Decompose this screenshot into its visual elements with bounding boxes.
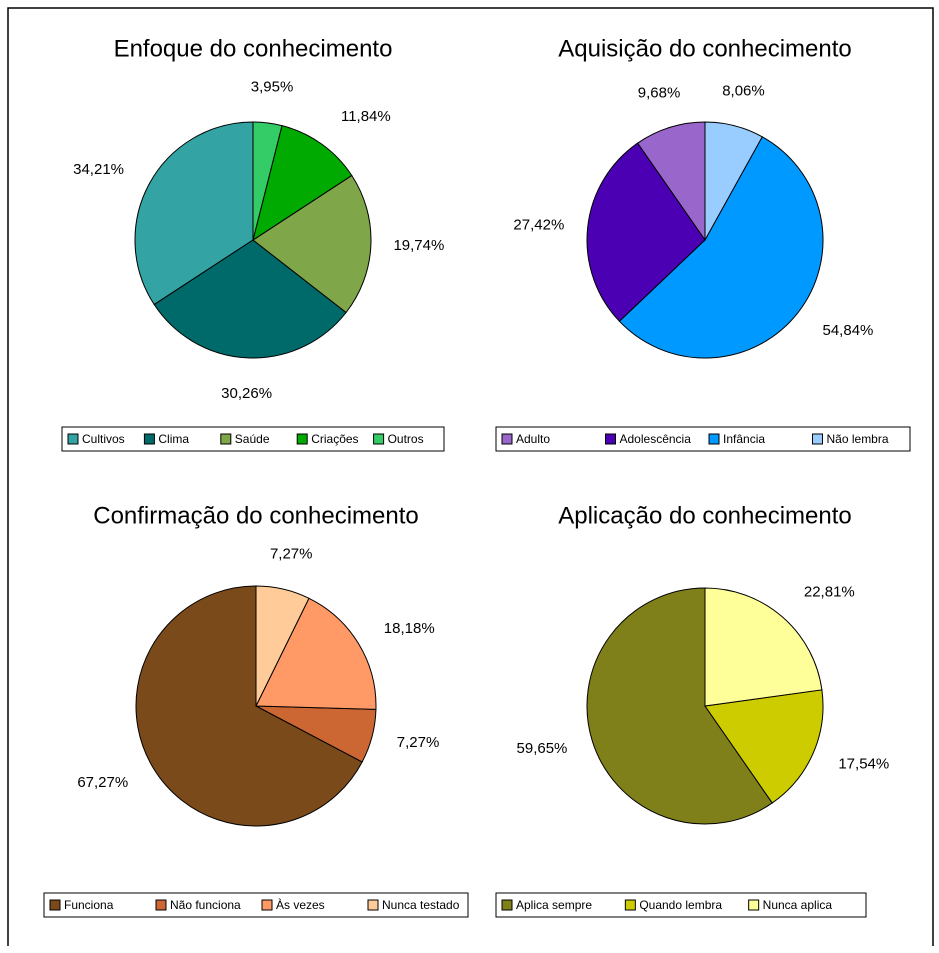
legend-label: Infância [723, 432, 765, 446]
legend-label: Quando lembra [639, 898, 722, 912]
chart-title: Aquisição do conhecimento [558, 35, 852, 62]
pie-slice [255, 585, 310, 707]
value-label: 8,06% [722, 82, 765, 99]
legend-swatch [624, 899, 636, 911]
legend-label: Clima [158, 432, 189, 446]
legend-swatch [501, 899, 513, 911]
value-label: 19,74% [393, 237, 444, 254]
chart-title: Enfoque do conhecimento [114, 35, 393, 62]
legend-swatch [708, 433, 720, 445]
legend-label: Nunca testado [382, 898, 460, 912]
legend-label: Cultivos [82, 432, 125, 446]
legend-label: Adolescência [620, 432, 692, 446]
legend-label: Criações [311, 432, 358, 446]
legend-label: Saúde [235, 432, 270, 446]
value-label: 67,27% [77, 774, 128, 791]
pie-slice [704, 587, 823, 707]
legend-swatch [261, 899, 273, 911]
pie-slice [252, 174, 372, 314]
legend-label: Às vezes [276, 897, 325, 912]
legend-box [43, 892, 469, 918]
legend-swatch [67, 433, 79, 445]
chart-title: Aplicação do conhecimento [558, 502, 852, 529]
pie-slice [252, 121, 283, 241]
legend-label: Não lembra [827, 432, 889, 446]
legend-swatch [812, 433, 823, 445]
value-label: 54,84% [823, 322, 874, 339]
chart-title: Confirmação do conhecimento [93, 502, 419, 529]
pie-slice [135, 585, 363, 827]
value-label: 34,21% [73, 161, 124, 178]
pie-slice [618, 136, 824, 359]
pie-slice [586, 587, 773, 825]
legend-label: Adulto [516, 432, 550, 446]
frame [7, 7, 934, 946]
pie-slice [153, 239, 347, 359]
value-label: 9,68% [638, 85, 681, 102]
value-label: 17,54% [838, 755, 889, 772]
legend-label: Nunca aplica [763, 898, 833, 912]
legend-label: Não funciona [170, 898, 241, 912]
legend-swatch [373, 433, 385, 445]
legend-swatch [155, 899, 167, 911]
pie-slice [252, 125, 353, 242]
value-label: 27,42% [513, 217, 564, 234]
pie-slice [255, 597, 377, 710]
pie-slice [704, 689, 824, 804]
value-label: 59,65% [517, 740, 568, 757]
value-label: 7,27% [270, 545, 313, 562]
value-label: 7,27% [397, 734, 440, 751]
pie-slice [586, 142, 706, 323]
value-label: 3,95% [251, 78, 294, 95]
legend-swatch [49, 899, 61, 911]
legend-label: Aplica sempre [516, 898, 592, 912]
legend-swatch [367, 899, 379, 911]
pie-slice [704, 121, 763, 242]
value-label: 30,26% [221, 385, 272, 402]
legend-swatch [143, 433, 155, 445]
legend-swatch [605, 433, 616, 445]
legend-label: Funciona [64, 898, 114, 912]
legend-box [495, 426, 911, 452]
value-label: 22,81% [804, 583, 855, 600]
legend-box [495, 892, 867, 918]
legend-swatch [220, 433, 232, 445]
legend-swatch [748, 899, 760, 911]
value-label: 18,18% [384, 620, 435, 637]
legend-swatch [501, 433, 513, 445]
legend-swatch [296, 433, 308, 445]
legend-label: Outros [388, 432, 424, 446]
value-label: 11,84% [341, 108, 391, 125]
